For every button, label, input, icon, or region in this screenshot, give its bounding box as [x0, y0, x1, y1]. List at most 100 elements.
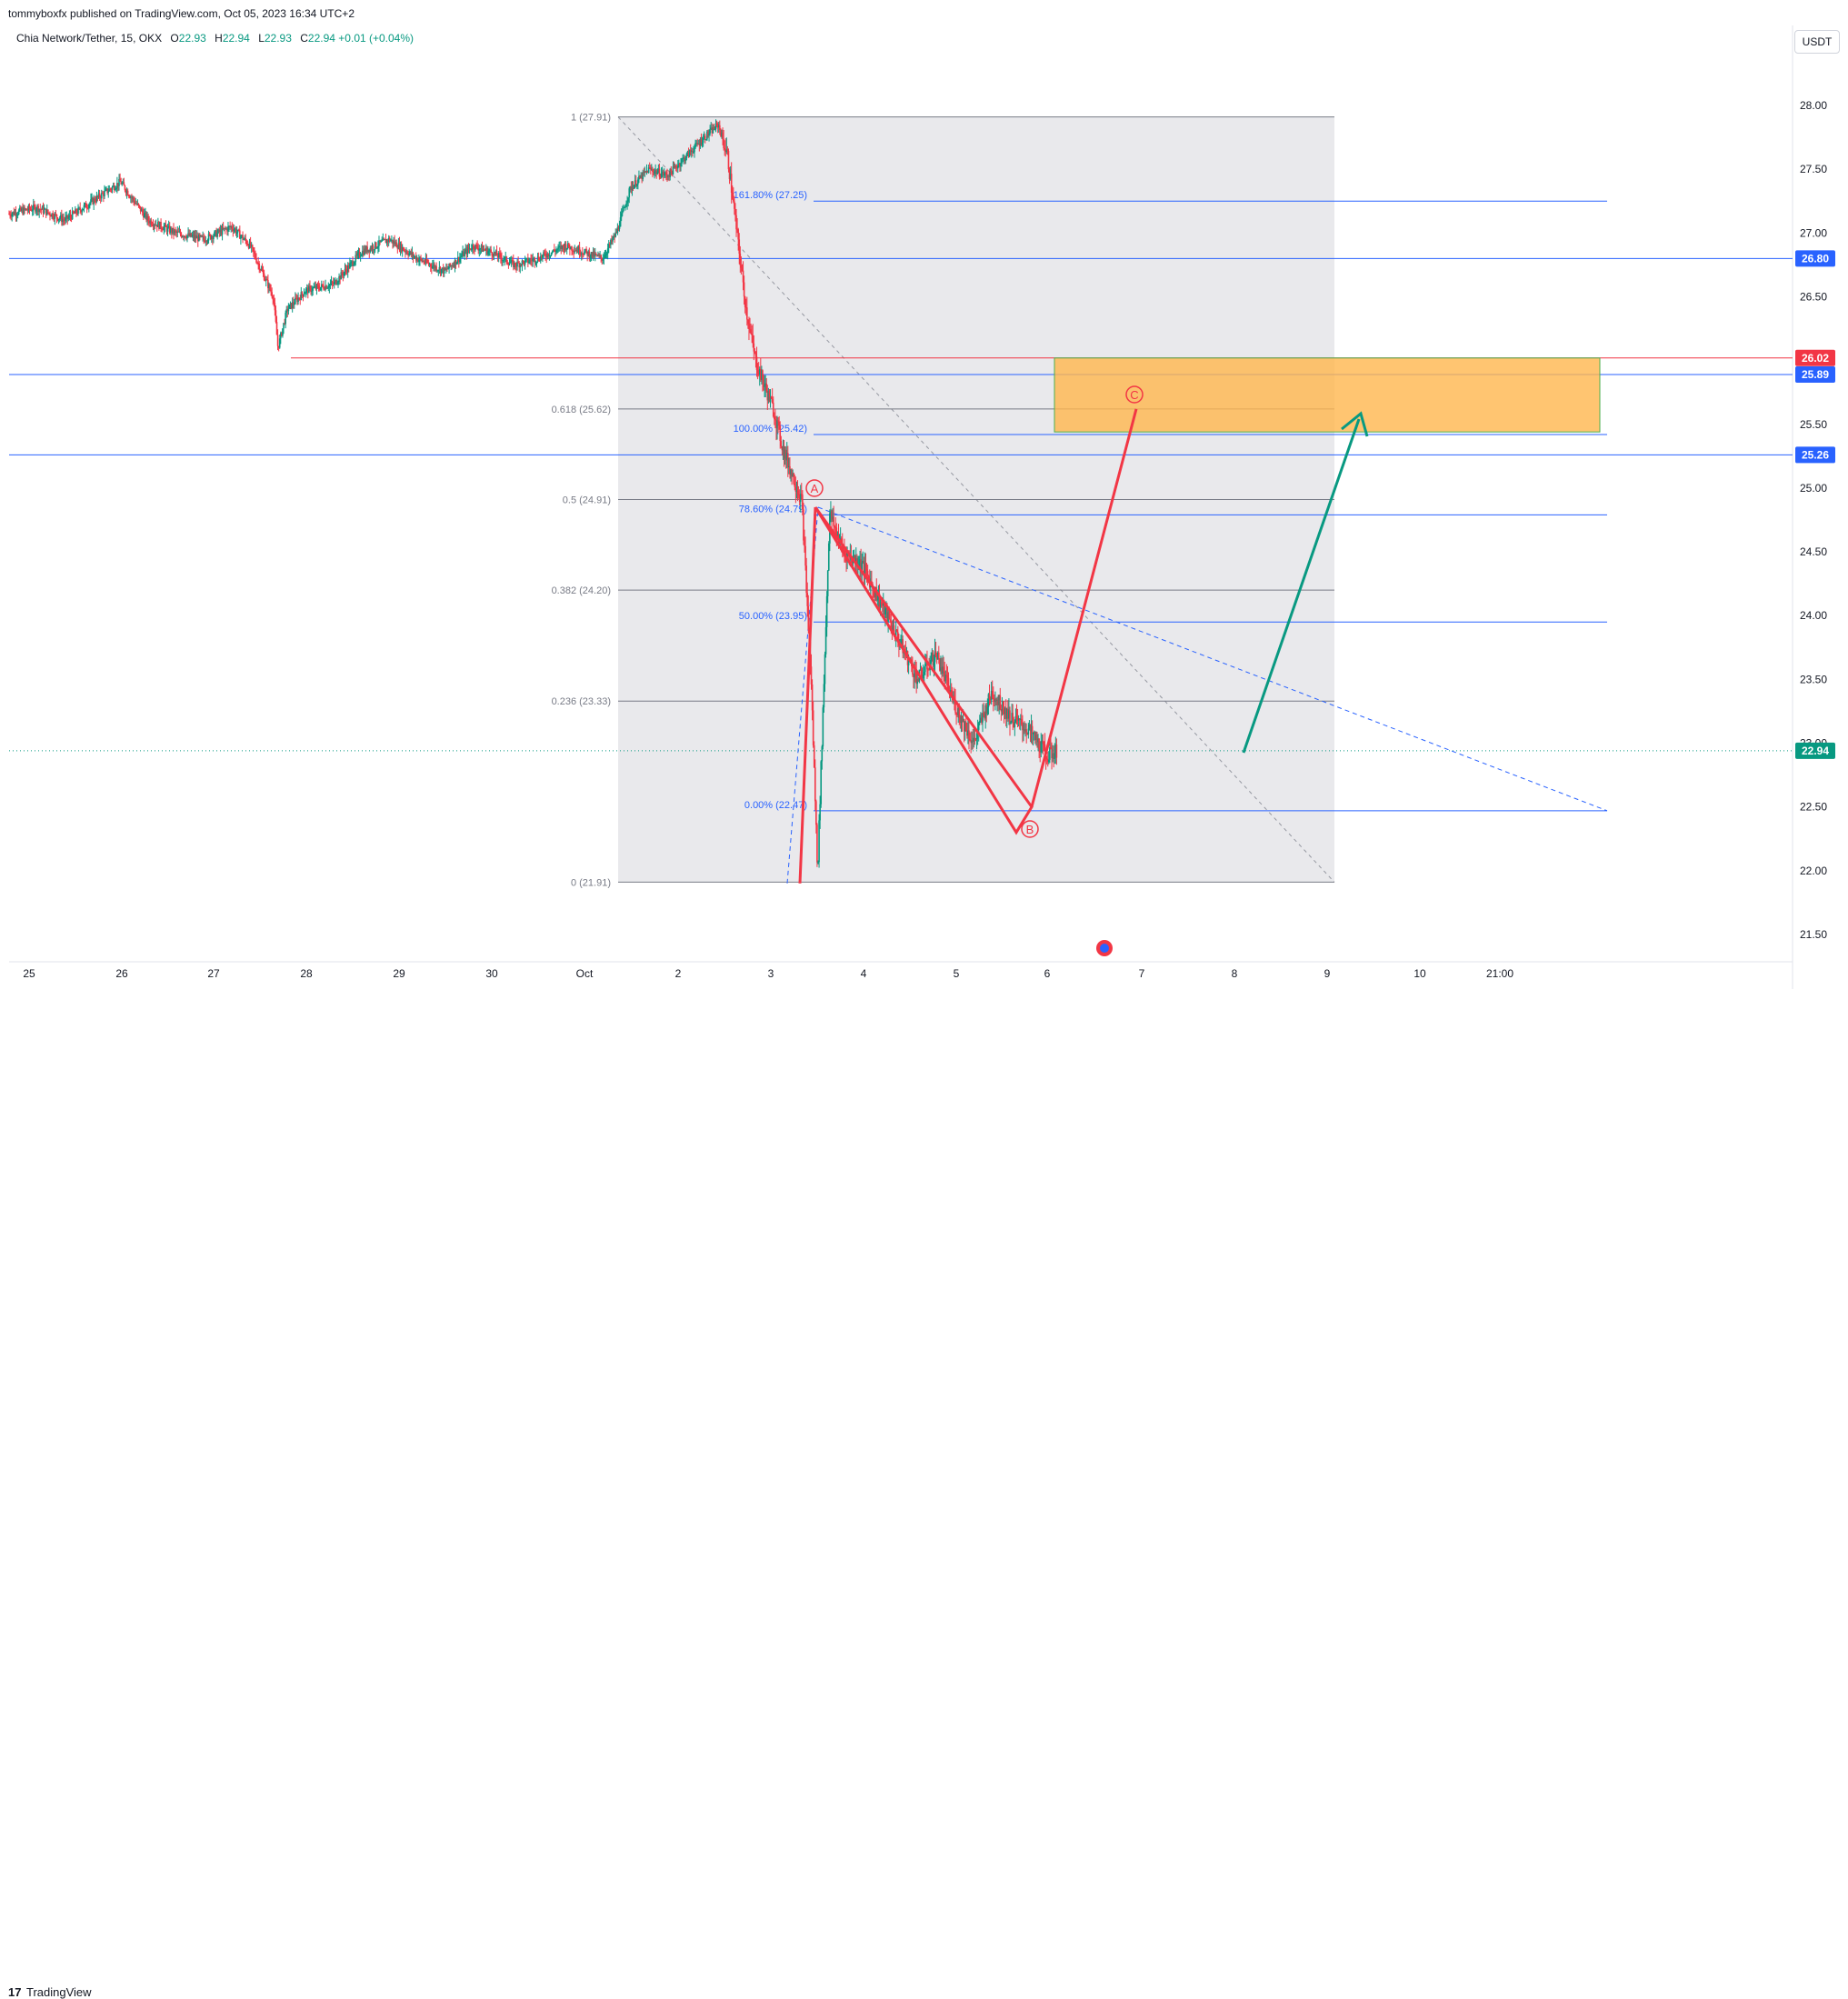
candle-body — [258, 263, 261, 270]
candle-body — [557, 246, 559, 250]
candle-body — [1030, 725, 1033, 732]
candle-body — [884, 608, 886, 615]
candle-body — [922, 674, 924, 679]
candle-body — [724, 148, 725, 150]
candle-body — [968, 730, 970, 740]
candle-body — [624, 207, 625, 209]
symbol-name[interactable]: Chia Network/Tether, 15, OKX — [16, 32, 163, 45]
candle-body — [516, 261, 518, 267]
candle-body — [26, 210, 29, 212]
candle-body — [977, 723, 980, 730]
candle-body — [141, 209, 144, 213]
candle-body — [666, 175, 668, 178]
x-tick-label: 8 — [1232, 967, 1238, 980]
fib-level-label: 0.236 (23.33) — [552, 696, 611, 707]
candle-body — [503, 259, 504, 261]
candle-body — [711, 127, 714, 134]
candle-body — [455, 262, 458, 265]
candle-body — [175, 230, 176, 232]
candle-body — [273, 299, 275, 304]
chart-footer: 17 TradingView — [0, 991, 1848, 1999]
candle-body — [714, 123, 717, 130]
candle-body — [425, 258, 428, 263]
candle-body — [345, 270, 348, 273]
candle-body — [122, 182, 125, 184]
candle-body — [821, 746, 824, 762]
candle-body — [1002, 709, 1004, 713]
candle-body — [32, 205, 35, 211]
candle-body — [687, 151, 690, 157]
candle-body — [541, 255, 543, 258]
candle-body — [647, 167, 650, 174]
candle-body — [489, 249, 491, 251]
candle-body — [932, 652, 934, 666]
candle-body — [453, 265, 455, 267]
candle-body — [172, 227, 174, 234]
candle-body — [625, 204, 627, 207]
candle-body — [578, 246, 581, 255]
candle-body — [417, 258, 419, 262]
candle-body — [66, 215, 69, 219]
candle-body — [161, 228, 163, 230]
price-tag — [1795, 742, 1835, 759]
candle-body — [994, 699, 996, 703]
candle-body — [950, 690, 953, 695]
candle-body — [497, 253, 500, 258]
candle-body — [462, 251, 464, 256]
candle-body — [943, 666, 944, 672]
candle-body — [186, 235, 188, 239]
candle-body — [212, 236, 214, 240]
candle-body — [800, 494, 803, 495]
candle-body — [98, 193, 101, 198]
candle-body — [864, 563, 866, 574]
candle-body — [984, 705, 987, 719]
candle-body — [1029, 724, 1032, 732]
candle-body — [544, 253, 546, 257]
candle-body — [382, 238, 385, 241]
candle-body — [624, 206, 626, 208]
candle-body — [370, 247, 373, 250]
candle-body — [312, 287, 314, 291]
candle-body — [778, 421, 780, 426]
tradingview-logo[interactable]: 17 TradingView — [8, 1985, 92, 1999]
candle-body — [884, 601, 885, 615]
candle-body — [221, 227, 224, 235]
candle-body — [317, 285, 320, 289]
currency-button[interactable]: USDT — [1794, 30, 1840, 54]
candle-body — [762, 370, 764, 380]
candle-body — [303, 294, 305, 296]
candle-body — [620, 213, 623, 218]
candle-body — [586, 251, 588, 256]
candle-body — [285, 309, 288, 314]
candle-body — [787, 453, 789, 468]
y-tick-label: 25.00 — [1800, 482, 1827, 495]
candle-body — [674, 165, 676, 167]
candle-body — [10, 215, 12, 217]
candle-body — [585, 248, 587, 252]
candle-body — [278, 338, 281, 348]
candle-body — [794, 484, 796, 487]
candle-body — [435, 265, 437, 271]
candle-body — [218, 229, 221, 233]
candle-body — [145, 213, 147, 220]
candle-body — [272, 296, 275, 300]
candle-body — [480, 245, 483, 249]
candle-body — [688, 149, 691, 157]
candle-body — [409, 251, 412, 254]
candle-body — [276, 335, 279, 346]
candle-body — [702, 138, 704, 143]
candle-body — [390, 240, 392, 242]
candle-body — [1033, 732, 1035, 734]
price-tag-label: 25.89 — [1802, 368, 1829, 381]
candle-body — [448, 263, 450, 269]
candle-body — [819, 804, 821, 821]
candle-body — [803, 509, 804, 541]
candle-body — [454, 259, 456, 267]
candle-body — [140, 209, 143, 212]
candle-body — [83, 205, 85, 209]
candle-body — [1048, 759, 1050, 763]
candle-body — [785, 453, 788, 461]
candle-body — [496, 255, 499, 258]
candle-body — [928, 669, 930, 671]
price-chart[interactable]: 1 (27.91) 0.618 (25.62) 0.5 (24.91) 0.382 (… — [0, 0, 1848, 1014]
